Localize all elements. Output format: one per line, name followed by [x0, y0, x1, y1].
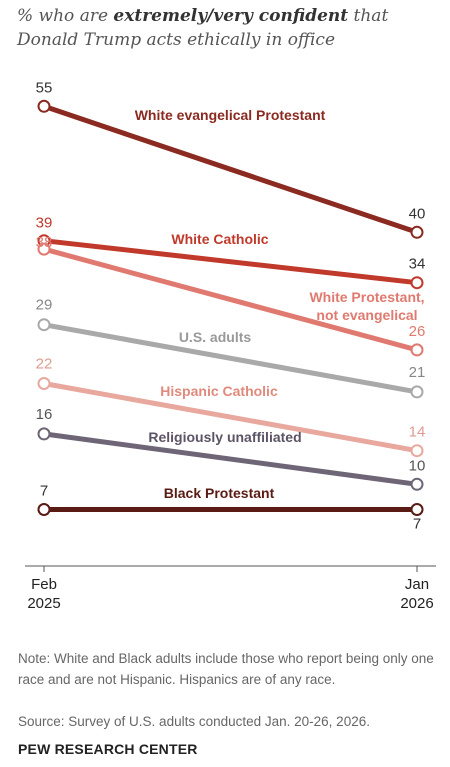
- data-point-black-protestant-0: [37, 503, 51, 516]
- value-label-white-protestant-not-evangelical-start: 38: [36, 234, 53, 251]
- series-line-white-evangelical-protestant: [41, 103, 420, 235]
- series-line-hispanic-catholic: [41, 381, 420, 454]
- data-point-u-s-adults-0: [37, 318, 51, 332]
- value-label-black-protestant-start: 7: [40, 483, 48, 500]
- value-label-u-s-adults-start: 29: [36, 297, 53, 314]
- value-label-hispanic-catholic-start: 22: [36, 356, 53, 373]
- x-tick-label-1-month: Jan: [405, 576, 429, 593]
- data-point-white-catholic-1: [410, 276, 424, 290]
- chart-title: % who are extremely/very confident that …: [17, 6, 389, 50]
- series-label-white-evangelical-protestant: White evangelical Protestant: [135, 107, 326, 123]
- series-line-white-protestant-not-evangelical: [41, 246, 420, 353]
- series-label-u-s-adults: U.S. adults: [179, 329, 252, 345]
- series-line-white-catholic: [41, 238, 420, 286]
- series-label-religiously-unaffiliated: Religiously unaffiliated: [148, 429, 301, 445]
- chart-note: Note: White and Black adults include tho…: [18, 651, 434, 687]
- series-label-black-protestant: Black Protestant: [164, 485, 275, 501]
- pew-research-center-logo: PEW RESEARCH CENTER: [18, 741, 198, 757]
- x-tick-label-0-year: 2025: [27, 595, 60, 612]
- data-point-religiously-unaffiliated-1: [410, 477, 424, 491]
- data-point-religiously-unaffiliated-0: [37, 427, 51, 441]
- value-label-white-catholic-end: 34: [409, 256, 426, 273]
- value-label-hispanic-catholic-end: 14: [409, 424, 426, 441]
- chart-source: Source: Survey of U.S. adults conducted …: [18, 714, 370, 729]
- value-label-religiously-unaffiliated-start: 16: [36, 406, 53, 423]
- value-label-religiously-unaffiliated-end: 10: [409, 457, 426, 474]
- series-label-white-catholic: White Catholic: [171, 231, 268, 247]
- value-label-white-evangelical-protestant-end: 40: [409, 205, 426, 222]
- data-point-white-evangelical-protestant-1: [410, 225, 424, 239]
- x-tick-label-1-year: 2026: [400, 595, 433, 612]
- value-label-white-protestant-not-evangelical-end: 26: [409, 323, 426, 340]
- data-point-hispanic-catholic-0: [37, 377, 51, 390]
- data-point-white-protestant-not-evangelical-1: [410, 343, 424, 357]
- value-label-white-catholic-start: 39: [36, 215, 53, 232]
- line-chart: 55 40 White evangelical Protestant 39 34 Whit…: [25, 79, 436, 612]
- series-line-religiously-unaffiliated: [41, 431, 420, 487]
- data-point-black-protestant-1: [410, 503, 424, 516]
- series-line-u-s-adults: [41, 322, 420, 395]
- value-label-u-s-adults-end: 21: [409, 364, 426, 381]
- series-label-hispanic-catholic: Hispanic Catholic: [160, 383, 278, 399]
- data-point-white-protestant-not-evangelical-0: [37, 242, 51, 256]
- series-label-white-protestant-not-evangelical: White Protestant, not evangelical: [309, 289, 424, 323]
- data-point-white-evangelical-protestant-0: [37, 99, 51, 113]
- data-point-u-s-adults-1: [410, 385, 424, 399]
- value-label-black-protestant-end: 7: [413, 516, 421, 533]
- data-point-hispanic-catholic-1: [410, 444, 424, 458]
- x-tick-label-0-month: Feb: [31, 576, 57, 593]
- value-label-white-evangelical-protestant-start: 55: [36, 79, 53, 96]
